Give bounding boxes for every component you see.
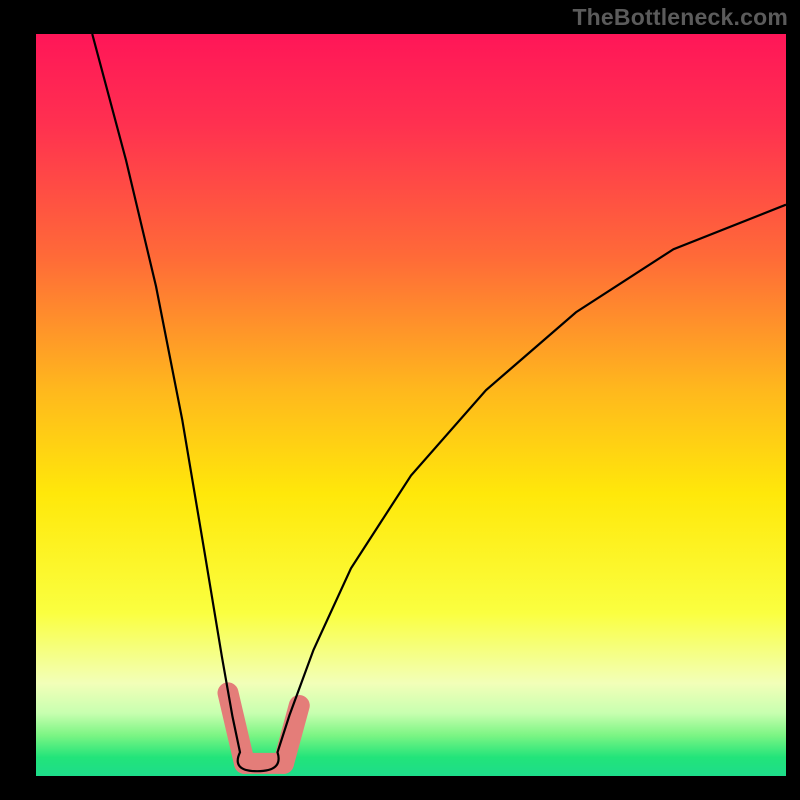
gradient-background: [36, 34, 786, 776]
bottleneck-chart: [36, 34, 786, 776]
watermark-text: TheBottleneck.com: [572, 4, 788, 31]
